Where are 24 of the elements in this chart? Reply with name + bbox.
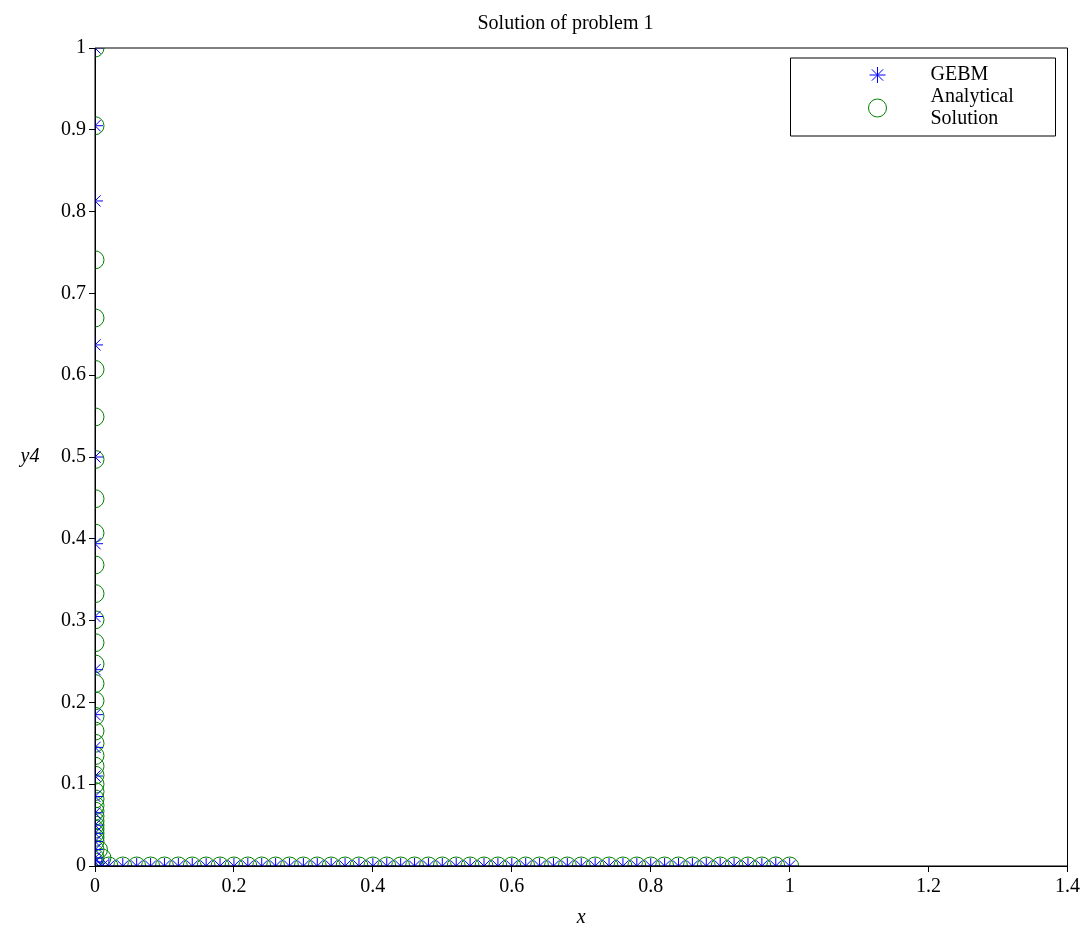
y-tick-label: 0.5 [61,444,86,467]
legend-label: GEBM [930,62,989,85]
y-axis-title: y4 [18,444,40,468]
chart-title: Solution of problem 1 [477,11,654,35]
x-tick-label: 0.6 [499,874,525,897]
y-tick-label: 1 [76,35,86,58]
x-tick-label: 1.4 [1055,874,1080,897]
x-axis-title: x [575,905,586,928]
y-tick-label: 0.3 [61,607,86,630]
y-tick-label: 0.2 [61,689,86,712]
x-tick-label: 0 [90,874,100,897]
x-tick-label: 0.4 [360,874,386,897]
x-tick-label: 0.8 [638,874,664,897]
legend-label: Analytical Solution [930,84,1015,129]
x-tick-label: 1 [784,874,795,897]
y-tick-label: 0.1 [61,771,86,794]
x-tick-label: 1.2 [916,874,942,897]
y-tick-label: 0 [76,853,86,876]
y-tick-label: 0.6 [61,362,86,385]
y-tick-label: 0.4 [61,526,86,549]
x-tick-label: 0.2 [221,874,247,897]
y-tick-label: 0.7 [61,280,86,303]
y-tick-label: 0.8 [61,198,86,221]
y-tick-label: 0.9 [61,117,86,140]
